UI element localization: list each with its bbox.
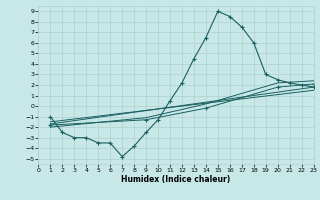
X-axis label: Humidex (Indice chaleur): Humidex (Indice chaleur) xyxy=(121,175,231,184)
